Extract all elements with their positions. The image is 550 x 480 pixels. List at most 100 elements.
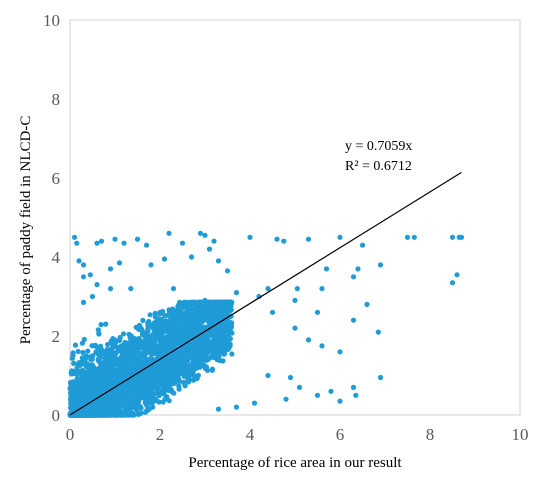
data-point-2942 xyxy=(206,355,212,361)
data-point-2985 xyxy=(184,306,190,312)
data-point-3254 xyxy=(350,317,357,323)
data-point-3276 xyxy=(251,400,258,406)
data-point-3135 xyxy=(117,403,123,409)
x-tick-labels: 0 2 4 6 8 10 xyxy=(66,425,529,444)
data-point-3259 xyxy=(128,286,134,292)
data-point-3234 xyxy=(161,256,168,262)
y-tick-label-4: 8 xyxy=(52,90,61,109)
data-point-1800 xyxy=(145,326,151,332)
data-point-3250 xyxy=(364,301,370,307)
data-point-2950 xyxy=(113,350,119,356)
data-point-2898 xyxy=(86,406,92,412)
data-point-3091 xyxy=(157,322,163,328)
data-point-2826 xyxy=(182,327,188,333)
x-tick-label-1: 2 xyxy=(156,425,165,444)
data-point-3210 xyxy=(121,240,127,246)
data-point-2771 xyxy=(211,305,218,311)
data-point-2739 xyxy=(201,310,207,316)
data-point-3128 xyxy=(120,345,126,351)
data-point-1092 xyxy=(70,350,76,356)
data-point-2651 xyxy=(95,385,101,391)
data-point-3132 xyxy=(92,412,98,418)
data-point-2984 xyxy=(156,346,162,352)
data-point-3108 xyxy=(191,336,197,343)
data-point-2750 xyxy=(227,308,233,314)
data-point-3127 xyxy=(97,412,103,418)
data-point-3079 xyxy=(133,395,139,401)
data-point-3149 xyxy=(173,333,179,339)
data-point-3207 xyxy=(98,238,105,244)
trendline-equation: y = 0.7059x xyxy=(345,139,412,154)
data-point-2876 xyxy=(76,360,82,366)
data-point-3017 xyxy=(108,412,114,418)
data-point-3255 xyxy=(375,329,381,335)
data-point-3077 xyxy=(140,359,146,365)
data-point-2967 xyxy=(104,361,110,367)
x-axis-label: Percentage of rice area in our result xyxy=(188,455,402,471)
data-point-2933 xyxy=(168,315,174,321)
data-point-3245 xyxy=(265,286,271,292)
data-point-3033 xyxy=(135,400,141,406)
data-point-3136 xyxy=(76,410,82,416)
data-point-3240 xyxy=(377,262,384,268)
data-point-3120 xyxy=(192,330,198,336)
data-point-1863 xyxy=(206,338,212,344)
data-point-2546 xyxy=(176,386,182,392)
data-point-3232 xyxy=(116,260,123,266)
data-point-3162 xyxy=(173,314,179,320)
data-point-3152 xyxy=(195,310,201,317)
data-point-3221 xyxy=(281,238,287,244)
data-point-1678 xyxy=(85,348,91,354)
data-point-2824 xyxy=(188,362,194,368)
data-point-2878 xyxy=(98,390,104,396)
data-point-3076 xyxy=(77,392,83,398)
data-point-3194 xyxy=(106,399,112,405)
data-point-3258 xyxy=(80,299,87,305)
data-point-3201 xyxy=(74,240,80,246)
data-point-3122 xyxy=(186,310,192,316)
data-point-2953 xyxy=(157,390,163,396)
data-point-766 xyxy=(80,349,86,356)
data-point-3063 xyxy=(89,402,95,408)
data-point-3270 xyxy=(377,374,384,381)
data-point-2839 xyxy=(68,371,75,377)
data-point-3171 xyxy=(217,299,223,305)
data-point-3185 xyxy=(157,327,163,333)
data-point-2622 xyxy=(193,356,199,362)
data-point-2974 xyxy=(99,360,105,366)
data-point-2859 xyxy=(164,382,170,388)
data-point-3202 xyxy=(76,258,82,264)
data-point-3177 xyxy=(145,342,151,348)
data-point-351 xyxy=(103,321,109,327)
data-point-3181 xyxy=(164,343,170,349)
data-point-2466 xyxy=(140,317,146,323)
data-point-3209 xyxy=(112,236,118,242)
data-point-3215 xyxy=(197,230,204,236)
trendline-r-squared: R² = 0.6712 xyxy=(345,159,412,174)
y-tick-label-3: 6 xyxy=(52,169,61,188)
data-point-2958 xyxy=(81,387,87,393)
data-point-3020 xyxy=(188,326,194,332)
data-point-3191 xyxy=(228,299,234,305)
data-point-2685 xyxy=(144,334,150,340)
data-point-3031 xyxy=(174,371,180,377)
data-point-3101 xyxy=(172,326,178,332)
data-point-3098 xyxy=(114,409,120,415)
data-point-2647 xyxy=(177,306,183,312)
data-point-3163 xyxy=(118,386,124,392)
data-point-1066 xyxy=(147,312,153,318)
data-point-1587 xyxy=(209,367,215,373)
data-point-3213 xyxy=(166,230,172,236)
data-point-2489 xyxy=(138,350,145,356)
data-point-2947 xyxy=(87,390,93,396)
data-point-2748 xyxy=(190,348,196,354)
data-point-2402 xyxy=(138,405,144,411)
data-point-3196 xyxy=(87,396,93,402)
data-point-3211 xyxy=(134,236,141,242)
data-point-3272 xyxy=(265,372,271,379)
data-point-2955 xyxy=(81,360,87,366)
data-point-2061 xyxy=(89,343,95,349)
data-point-3043 xyxy=(104,404,111,410)
data-point-2390 xyxy=(72,342,79,348)
